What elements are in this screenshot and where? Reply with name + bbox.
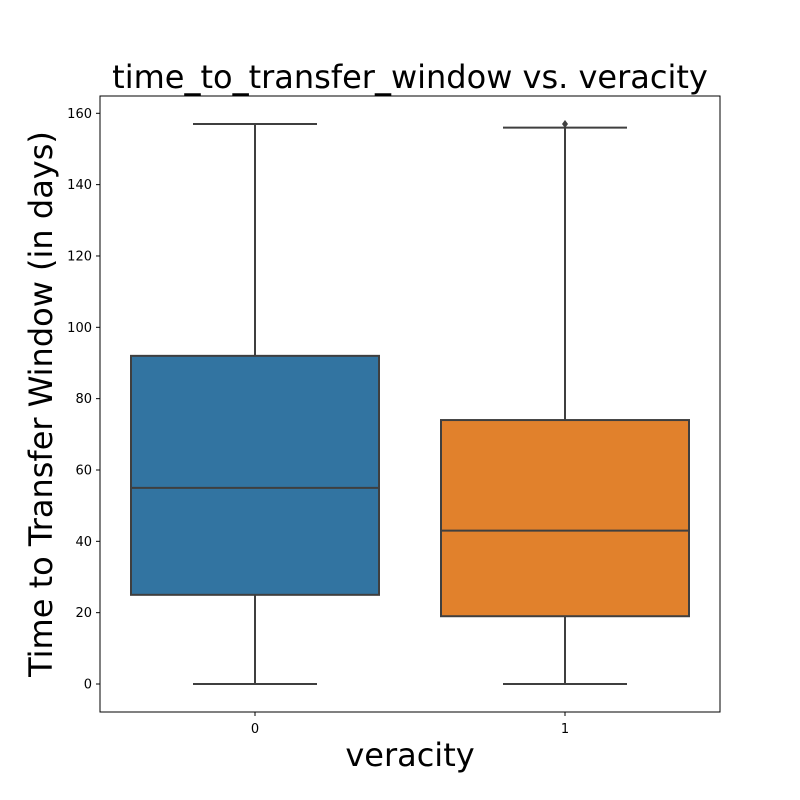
- x-tick-label: 0: [251, 722, 259, 737]
- x-tick-label: 1: [561, 722, 569, 737]
- y-tick-label: 40: [75, 535, 92, 550]
- box-group-1: [440, 120, 690, 685]
- x-axis-label: veracity: [345, 736, 474, 774]
- axis-ticks: 0 20 40 60 80 100 120 140 160 0 1: [67, 107, 569, 737]
- y-tick-label: 100: [67, 321, 92, 336]
- plot-frame: [99, 95, 721, 713]
- y-tick-label: 140: [67, 178, 92, 193]
- y-axis-label: Time to Transfer Window (in days): [22, 131, 60, 678]
- y-tick-label: 20: [75, 606, 92, 621]
- chart-title: time_to_transfer_window vs. veracity: [112, 58, 708, 96]
- y-tick-label: 60: [75, 463, 92, 478]
- outlier-marker: [562, 120, 568, 128]
- iqr-box: [440, 419, 690, 618]
- y-tick-label: 80: [75, 392, 92, 407]
- plot-area: [130, 120, 690, 685]
- iqr-box: [130, 354, 380, 596]
- y-tick-label: 160: [67, 107, 92, 122]
- box-group-0: [130, 123, 380, 685]
- y-tick-label: 0: [84, 678, 92, 693]
- y-tick-label: 120: [67, 249, 92, 264]
